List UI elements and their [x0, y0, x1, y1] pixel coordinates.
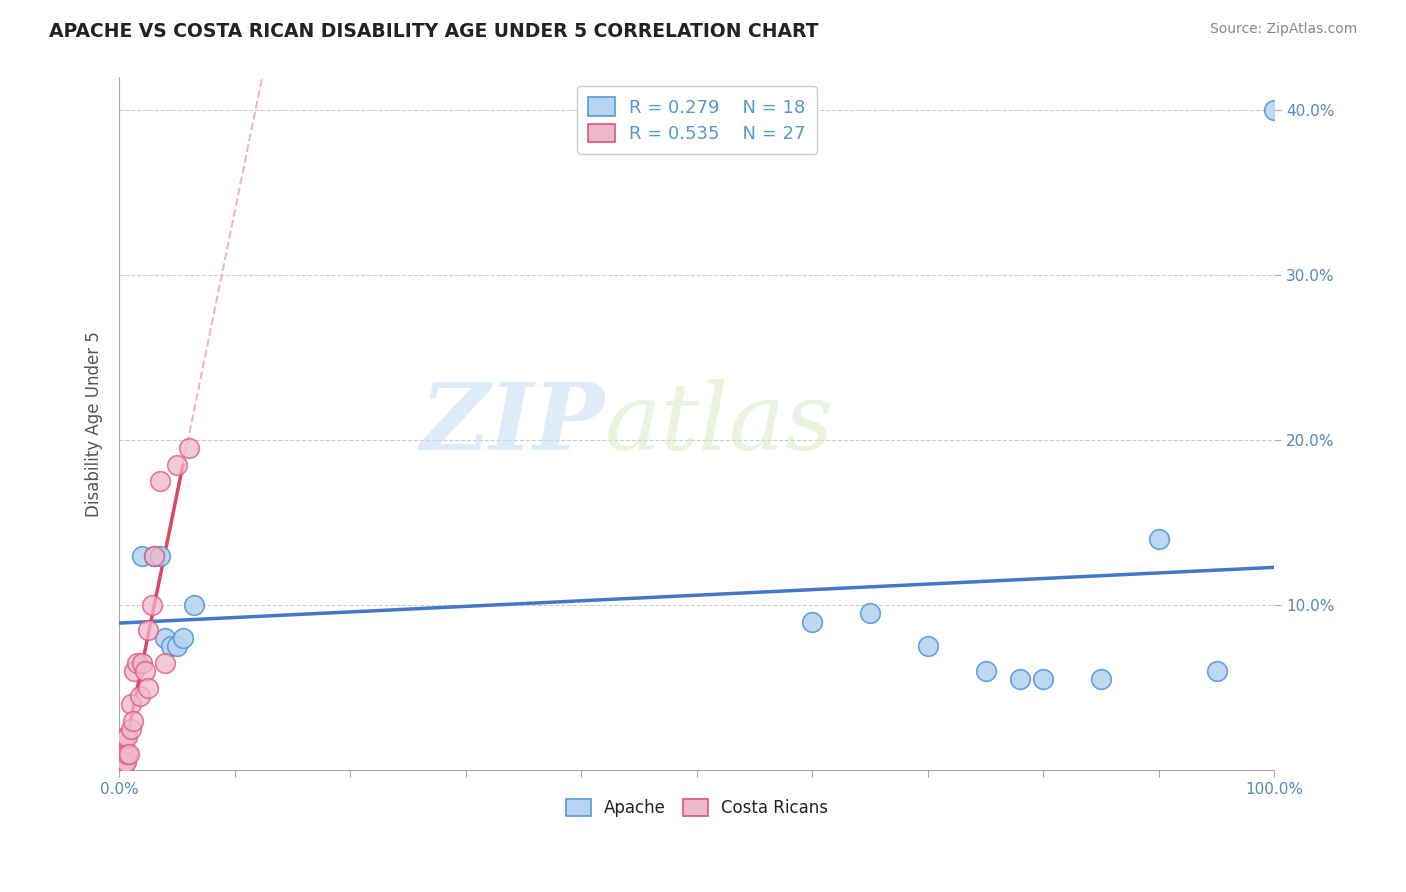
Point: [1010, 673, 1032, 687]
Point: [114, 755, 136, 769]
Point: [142, 549, 165, 563]
Text: APACHE VS COSTA RICAN DISABILITY AGE UNDER 5 CORRELATION CHART: APACHE VS COSTA RICAN DISABILITY AGE UND…: [49, 22, 818, 41]
Point: [134, 664, 156, 678]
Point: [1205, 664, 1227, 678]
Point: [122, 714, 145, 728]
Point: [136, 681, 159, 695]
Point: [129, 689, 152, 703]
Point: [166, 458, 188, 472]
Text: atlas: atlas: [605, 379, 834, 468]
Point: [120, 722, 142, 736]
Point: [111, 738, 134, 752]
Point: [110, 747, 132, 761]
Point: [1090, 673, 1112, 687]
Point: [112, 747, 135, 761]
Point: [917, 640, 939, 654]
Point: [1032, 673, 1054, 687]
Point: [149, 475, 172, 489]
Text: Source: ZipAtlas.com: Source: ZipAtlas.com: [1209, 22, 1357, 37]
Y-axis label: Disability Age Under 5: Disability Age Under 5: [86, 331, 103, 516]
Point: [859, 607, 882, 621]
Point: [124, 664, 146, 678]
Point: [1147, 532, 1170, 546]
Point: [155, 656, 177, 670]
Point: [172, 631, 194, 645]
Point: [117, 747, 139, 761]
Point: [801, 615, 824, 629]
Point: [131, 549, 153, 563]
Legend: Apache, Costa Ricans: Apache, Costa Ricans: [560, 792, 835, 824]
Point: [114, 730, 136, 744]
Point: [131, 656, 153, 670]
Point: [974, 664, 997, 678]
Point: [155, 631, 177, 645]
Point: [166, 640, 188, 654]
Point: [117, 747, 139, 761]
Point: [111, 755, 134, 769]
Point: [149, 549, 172, 563]
Point: [142, 549, 165, 563]
Point: [141, 598, 163, 612]
Point: [115, 755, 138, 769]
Point: [125, 656, 148, 670]
Text: ZIP: ZIP: [420, 379, 605, 468]
Point: [1263, 103, 1285, 118]
Point: [177, 442, 200, 456]
Point: [117, 730, 139, 744]
Point: [110, 755, 132, 769]
Point: [136, 623, 159, 637]
Point: [120, 697, 142, 711]
Point: [160, 640, 183, 654]
Point: [183, 598, 205, 612]
